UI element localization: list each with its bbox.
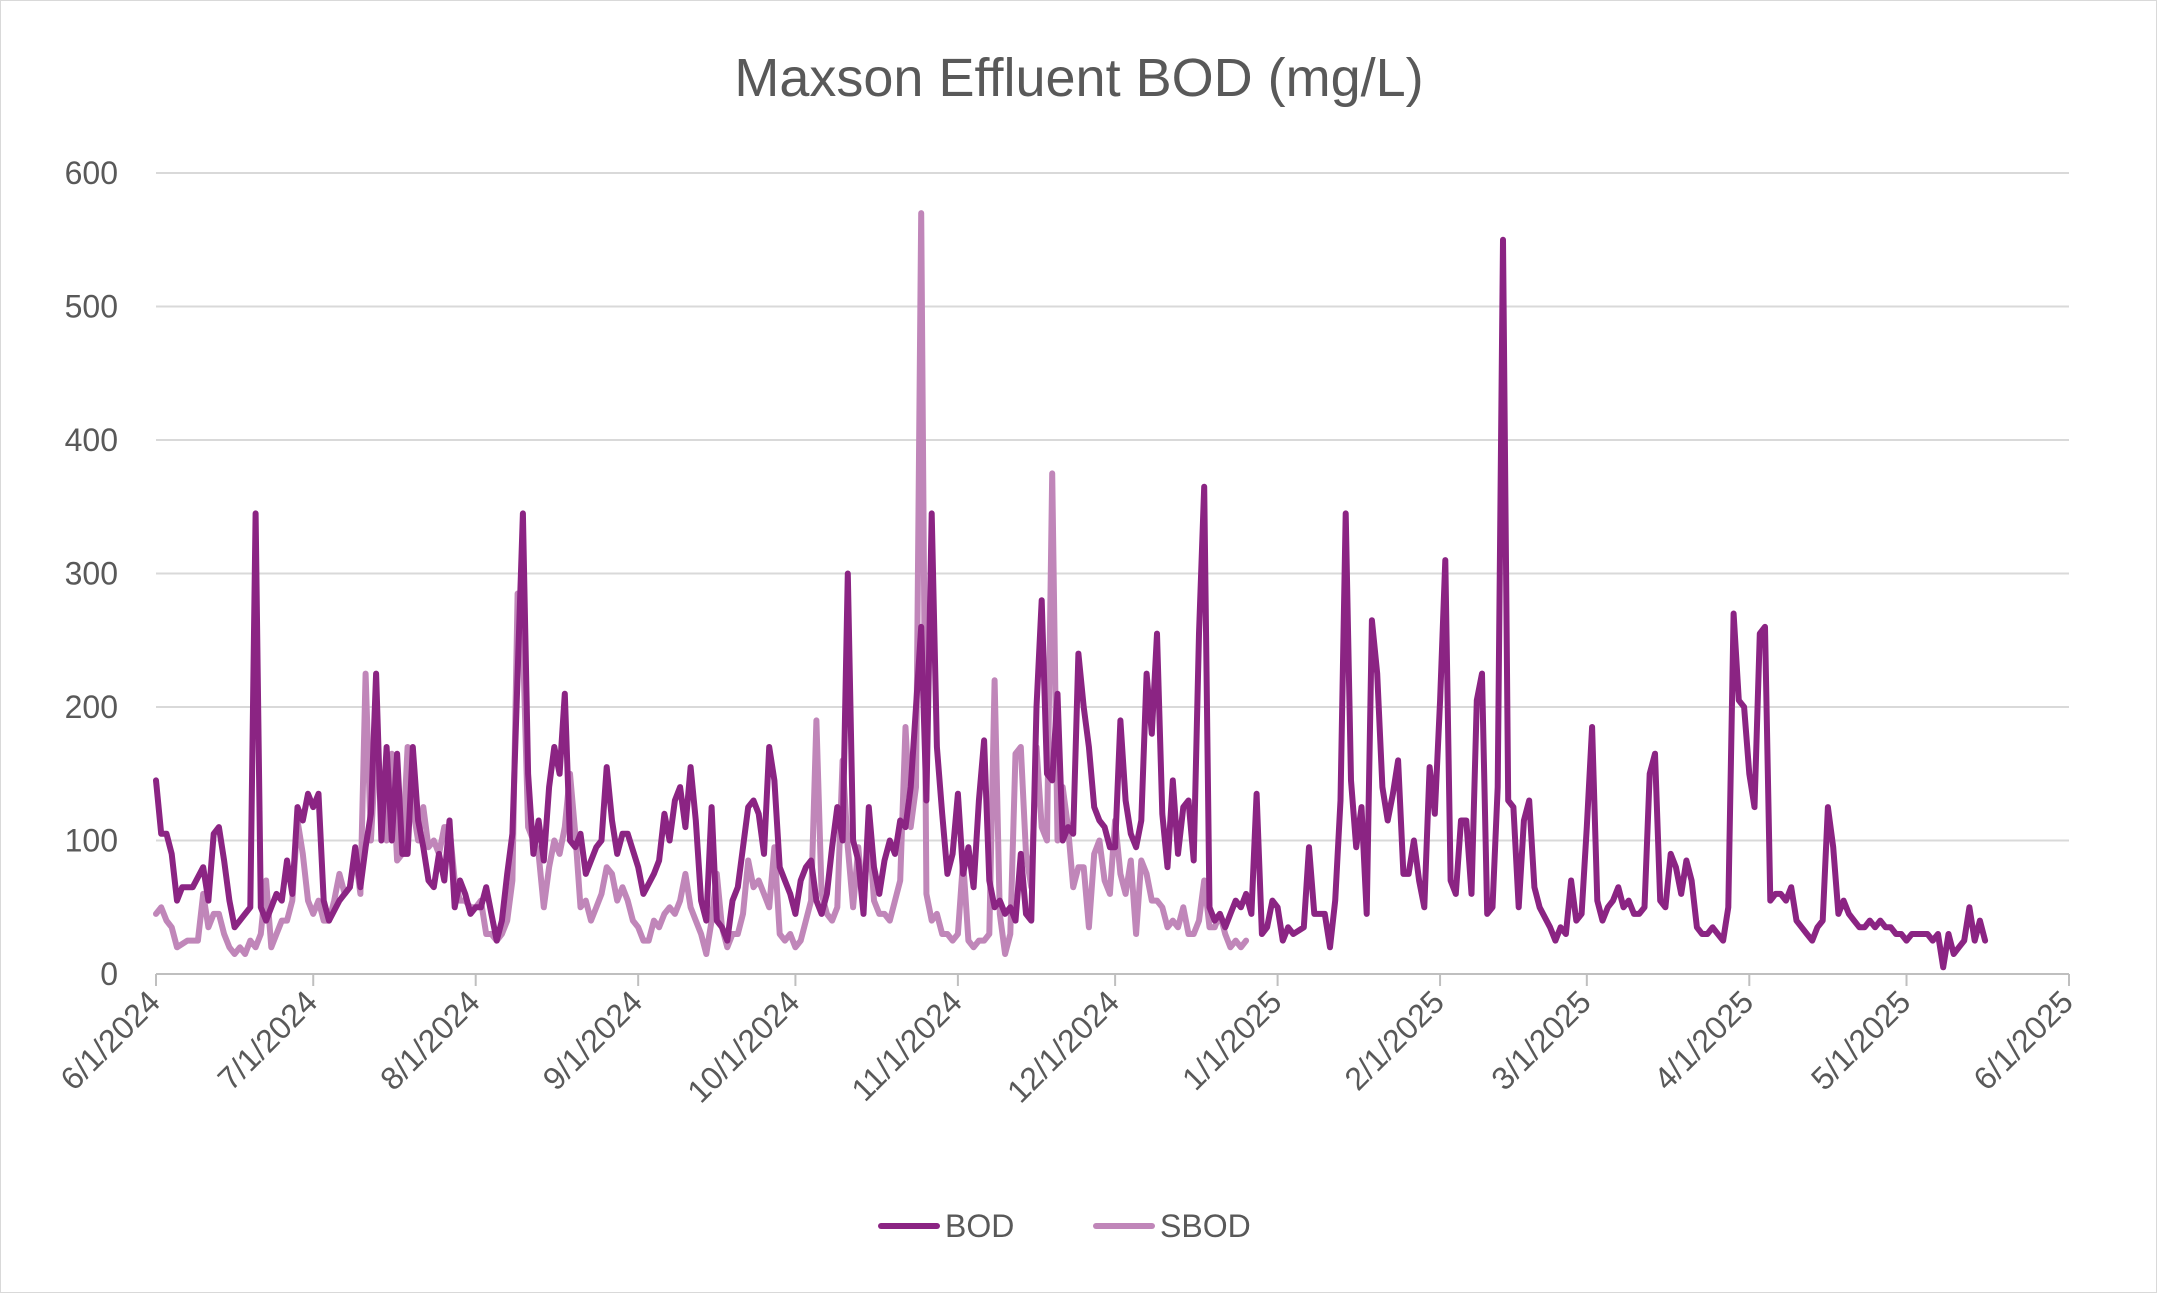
x-axis: 6/1/2024 7/1/2024 8/1/2024 9/1/2024 10/1/202… — [53, 973, 2080, 1110]
x-tick-label: 1/1/2025 — [1175, 983, 1289, 1097]
x-tick-label: 5/1/2025 — [1804, 983, 1918, 1097]
y-tick-label: 200 — [65, 689, 118, 725]
y-tick-label: 600 — [65, 155, 118, 191]
y-tick-label: 500 — [65, 289, 118, 325]
x-tick-label: 7/1/2024 — [211, 983, 325, 1097]
x-tick-label: 4/1/2025 — [1647, 983, 1761, 1097]
legend-label-sbod: SBOD — [1160, 1208, 1251, 1244]
x-tick-label: 3/1/2025 — [1484, 983, 1598, 1097]
legend: BOD SBOD — [878, 1208, 1251, 1244]
x-tick-label: 12/1/2024 — [1000, 983, 1126, 1109]
y-axis-tick-labels: 0 100 200 300 400 500 600 — [65, 155, 118, 992]
x-tick-label: 9/1/2024 — [536, 983, 650, 1097]
x-tick-label: 6/1/2024 — [53, 983, 167, 1097]
y-tick-label: 400 — [65, 422, 118, 458]
x-tick-label: 10/1/2024 — [680, 983, 806, 1109]
x-tick-label: 11/1/2024 — [844, 983, 968, 1107]
x-tick-label: 8/1/2024 — [373, 983, 487, 1097]
x-tick-label: 2/1/2025 — [1337, 983, 1451, 1097]
chart-title: Maxson Effluent BOD (mg/L) — [734, 48, 1423, 108]
series-line-bod — [153, 236, 1989, 971]
y-tick-label: 100 — [65, 823, 118, 859]
legend-label-bod: BOD — [945, 1208, 1014, 1244]
series-lines — [153, 210, 1989, 971]
gridlines — [156, 172, 2069, 842]
x-tick-label: 6/1/2025 — [1966, 983, 2080, 1097]
y-tick-label: 300 — [65, 556, 118, 592]
y-tick-label: 0 — [100, 956, 118, 992]
